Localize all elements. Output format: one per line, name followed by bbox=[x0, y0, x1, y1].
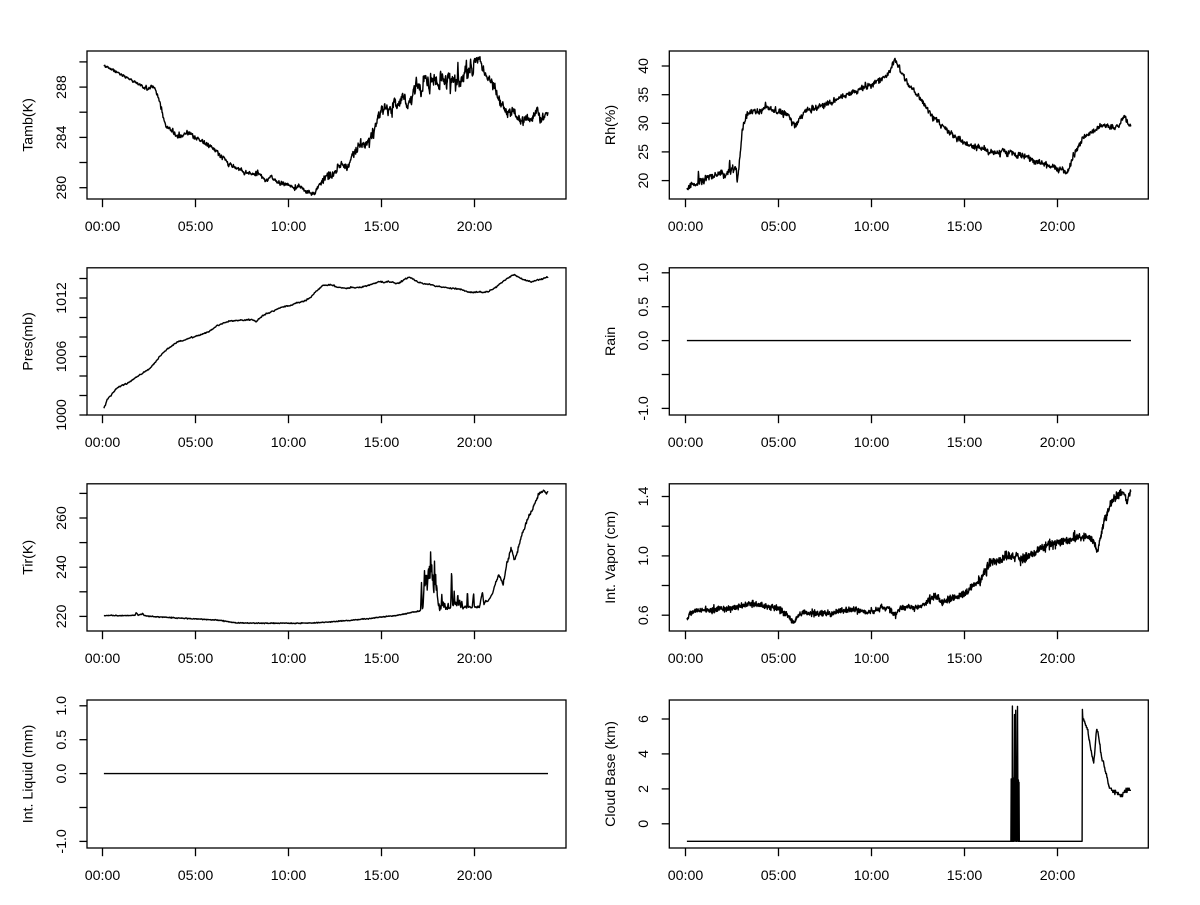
svg-text:35: 35 bbox=[636, 87, 652, 103]
svg-text:20:00: 20:00 bbox=[457, 435, 493, 451]
svg-text:20:00: 20:00 bbox=[457, 219, 493, 235]
svg-text:Rain: Rain bbox=[603, 327, 619, 356]
svg-text:00:00: 00:00 bbox=[85, 219, 121, 235]
svg-text:15:00: 15:00 bbox=[947, 868, 983, 884]
svg-text:-1.0: -1.0 bbox=[636, 396, 652, 421]
svg-text:00:00: 00:00 bbox=[668, 435, 704, 451]
svg-text:1000: 1000 bbox=[54, 399, 70, 431]
svg-text:15:00: 15:00 bbox=[947, 651, 983, 667]
svg-text:40: 40 bbox=[636, 58, 652, 74]
svg-text:1006: 1006 bbox=[54, 341, 70, 373]
svg-text:05:00: 05:00 bbox=[761, 435, 797, 451]
svg-text:10:00: 10:00 bbox=[271, 219, 307, 235]
svg-text:05:00: 05:00 bbox=[761, 651, 797, 667]
svg-text:288: 288 bbox=[54, 75, 70, 99]
svg-text:10:00: 10:00 bbox=[854, 219, 890, 235]
svg-text:20:00: 20:00 bbox=[457, 868, 493, 884]
svg-text:240: 240 bbox=[54, 555, 70, 579]
svg-text:20:00: 20:00 bbox=[1040, 219, 1076, 235]
svg-text:Pres(mb): Pres(mb) bbox=[21, 312, 37, 370]
svg-text:1.0: 1.0 bbox=[636, 546, 652, 566]
svg-text:00:00: 00:00 bbox=[85, 651, 121, 667]
svg-text:10:00: 10:00 bbox=[854, 435, 890, 451]
svg-text:25: 25 bbox=[636, 144, 652, 160]
svg-text:0.5: 0.5 bbox=[636, 297, 652, 317]
svg-text:15:00: 15:00 bbox=[364, 219, 400, 235]
svg-text:260: 260 bbox=[54, 506, 70, 530]
svg-text:Tir(K): Tir(K) bbox=[21, 540, 37, 575]
svg-text:00:00: 00:00 bbox=[85, 435, 121, 451]
svg-text:15:00: 15:00 bbox=[364, 435, 400, 451]
svg-text:15:00: 15:00 bbox=[364, 651, 400, 667]
svg-text:20:00: 20:00 bbox=[1040, 435, 1076, 451]
svg-text:0: 0 bbox=[636, 820, 652, 828]
svg-text:0.0: 0.0 bbox=[54, 764, 70, 784]
svg-text:05:00: 05:00 bbox=[178, 219, 214, 235]
svg-text:00:00: 00:00 bbox=[668, 868, 704, 884]
svg-text:10:00: 10:00 bbox=[854, 651, 890, 667]
svg-text:10:00: 10:00 bbox=[854, 868, 890, 884]
svg-text:6: 6 bbox=[636, 715, 652, 723]
svg-text:05:00: 05:00 bbox=[761, 219, 797, 235]
svg-text:10:00: 10:00 bbox=[271, 435, 307, 451]
svg-text:0.6: 0.6 bbox=[636, 605, 652, 625]
svg-text:0.5: 0.5 bbox=[54, 730, 70, 750]
svg-text:20:00: 20:00 bbox=[457, 651, 493, 667]
svg-text:20:00: 20:00 bbox=[1040, 868, 1076, 884]
svg-text:1.0: 1.0 bbox=[636, 263, 652, 283]
svg-text:20:00: 20:00 bbox=[1040, 651, 1076, 667]
svg-text:10:00: 10:00 bbox=[271, 868, 307, 884]
svg-text:20: 20 bbox=[636, 173, 652, 189]
svg-text:-1.0: -1.0 bbox=[54, 829, 70, 854]
svg-text:Rh(%): Rh(%) bbox=[603, 105, 619, 145]
svg-text:05:00: 05:00 bbox=[178, 868, 214, 884]
svg-text:Int. Liquid (mm): Int. Liquid (mm) bbox=[21, 725, 37, 824]
svg-text:15:00: 15:00 bbox=[947, 219, 983, 235]
svg-text:220: 220 bbox=[54, 604, 70, 628]
svg-text:15:00: 15:00 bbox=[947, 435, 983, 451]
svg-text:00:00: 00:00 bbox=[668, 651, 704, 667]
svg-text:284: 284 bbox=[54, 125, 70, 149]
svg-text:15:00: 15:00 bbox=[364, 868, 400, 884]
svg-text:Int. Vapor (cm): Int. Vapor (cm) bbox=[603, 511, 619, 604]
svg-text:05:00: 05:00 bbox=[178, 651, 214, 667]
svg-text:2: 2 bbox=[636, 785, 652, 793]
svg-text:05:00: 05:00 bbox=[178, 435, 214, 451]
svg-text:Tamb(K): Tamb(K) bbox=[21, 98, 37, 152]
svg-text:280: 280 bbox=[54, 176, 70, 200]
svg-text:05:00: 05:00 bbox=[761, 868, 797, 884]
svg-text:4: 4 bbox=[636, 750, 652, 758]
svg-text:00:00: 00:00 bbox=[85, 868, 121, 884]
svg-text:Cloud Base (km): Cloud Base (km) bbox=[603, 721, 619, 827]
svg-text:1.4: 1.4 bbox=[636, 487, 652, 507]
svg-text:1.0: 1.0 bbox=[54, 696, 70, 716]
svg-text:10:00: 10:00 bbox=[271, 651, 307, 667]
svg-text:00:00: 00:00 bbox=[668, 219, 704, 235]
svg-text:30: 30 bbox=[636, 115, 652, 131]
svg-text:0.0: 0.0 bbox=[636, 331, 652, 351]
svg-text:1012: 1012 bbox=[54, 282, 70, 314]
